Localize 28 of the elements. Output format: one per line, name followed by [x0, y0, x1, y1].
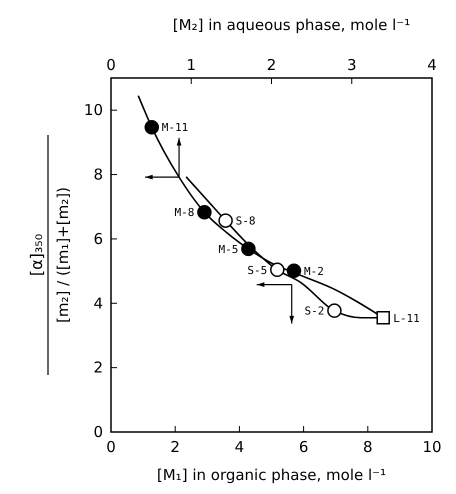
annotation: M-2 — [304, 264, 324, 278]
x2-tick-label: 1 — [186, 56, 196, 74]
x-tick-label: 4 — [234, 438, 244, 456]
y-tick-label: 10 — [84, 101, 103, 120]
y-tick-label: 2 — [93, 358, 103, 377]
x2-tick-label: 0 — [106, 56, 116, 74]
y-tick-label: 4 — [93, 294, 103, 312]
x-tick-label: 2 — [170, 438, 180, 456]
x-tick-label: 0 — [106, 438, 116, 456]
y-axis-title: [α]₃₅₀ [m₂] / ([m₁]+[m₂]) — [27, 187, 72, 323]
x-axis-title: [M₁] in organic phase, mole l⁻¹ — [156, 466, 386, 484]
annotation: S-8 — [236, 214, 256, 228]
x2-tick-label: 2 — [266, 56, 276, 74]
annotation: S-5 — [247, 264, 268, 277]
x2-tick-label: 3 — [346, 56, 357, 74]
annotation: M-5 — [218, 242, 238, 256]
x2-axis-title: [M₂] in aqueous phase, mole l⁻¹ — [172, 16, 410, 34]
x-tick-label: 8 — [363, 438, 373, 456]
annotation: M-11 — [162, 121, 188, 134]
x-tick-label: 6 — [298, 438, 308, 456]
y-tick-label: 8 — [93, 166, 103, 184]
annotation: L-11 — [393, 312, 420, 325]
y-tick-label: 6 — [93, 230, 103, 248]
annotation: M-8 — [174, 206, 194, 220]
x2-tick-label: 4 — [427, 56, 437, 74]
annotation: S-2 — [304, 304, 324, 318]
x-tick-label: 10 — [422, 438, 442, 456]
y-tick-label: 0 — [93, 423, 103, 441]
